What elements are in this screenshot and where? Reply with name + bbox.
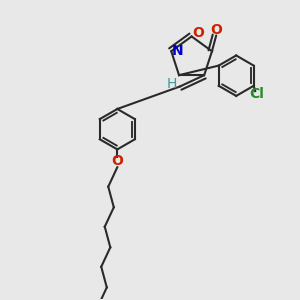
Text: O: O xyxy=(111,154,123,168)
Text: H: H xyxy=(167,77,177,91)
Text: O: O xyxy=(210,23,222,37)
Text: N: N xyxy=(172,44,184,58)
Text: Cl: Cl xyxy=(249,87,264,101)
Text: O: O xyxy=(192,26,204,40)
